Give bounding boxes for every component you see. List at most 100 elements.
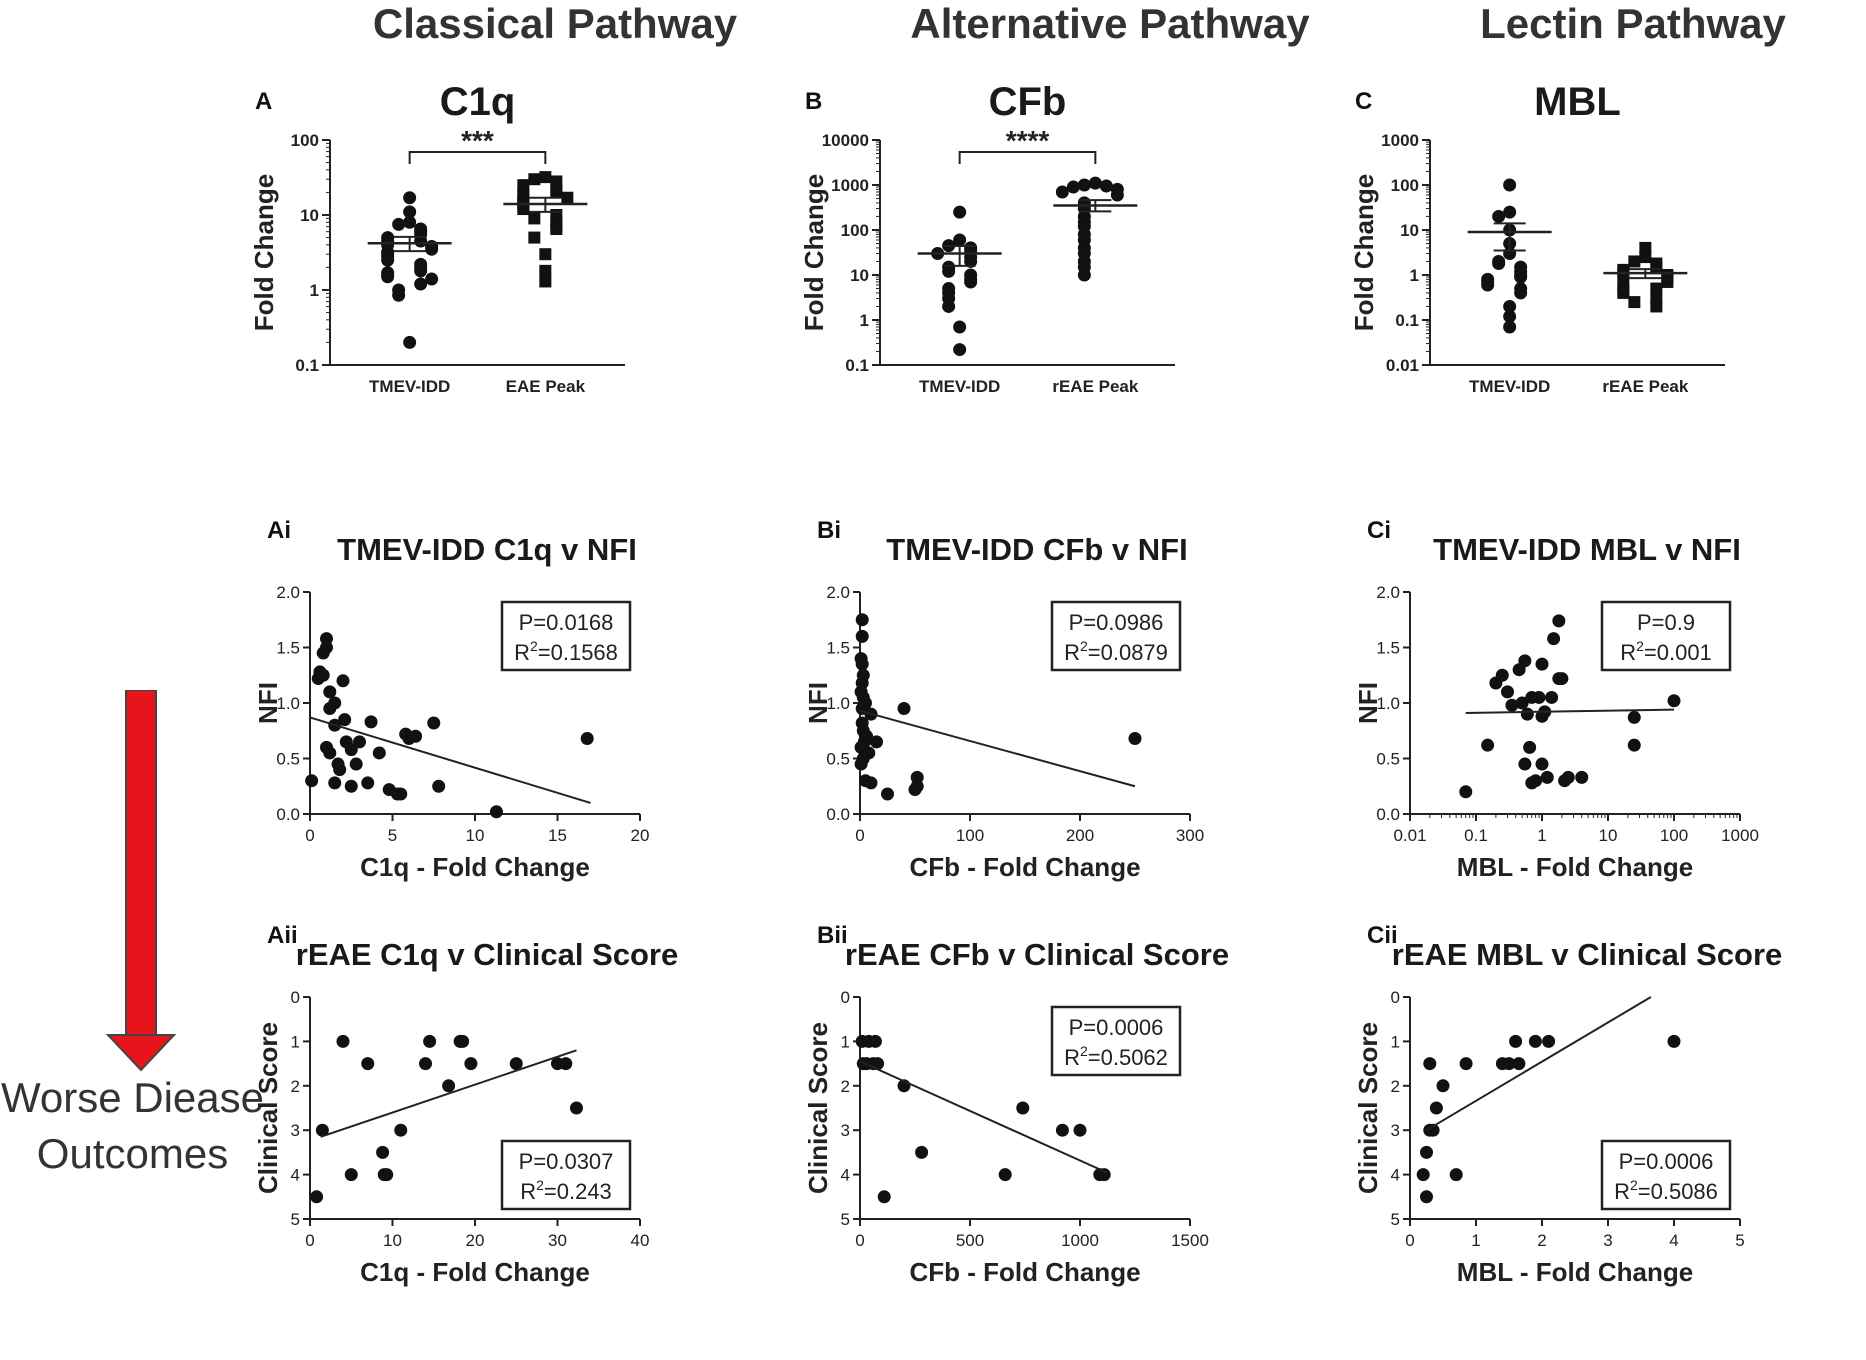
- r-squared-superscript: 2: [1636, 638, 1644, 654]
- data-point: [910, 770, 924, 784]
- x-tick-label: 100: [1660, 826, 1688, 845]
- x-tick-label: 10: [466, 826, 485, 845]
- x-tick-label: 100: [956, 826, 984, 845]
- data-point: [877, 1190, 891, 1204]
- y-tick-label: 1000: [831, 176, 869, 195]
- data-point-square: [561, 191, 574, 204]
- data-point: [394, 1123, 408, 1137]
- x-tick-label: 1000: [1721, 826, 1759, 845]
- chart-bi-scatter: Bi TMEV-IDD CFb v NFI 0.0 0.5 1.0 1.5 2.0 0 100 2…: [803, 517, 1204, 882]
- panel-title: rEAE CFb v Clinical Score: [845, 937, 1229, 972]
- y-tick-label: 2: [291, 1077, 300, 1096]
- r-squared-value: =0.1568: [538, 640, 618, 665]
- data-point: [1627, 710, 1641, 724]
- data-point-square: [1650, 282, 1663, 295]
- p-value: P=0.9: [1637, 610, 1695, 635]
- x-tick-label: 15: [548, 826, 567, 845]
- y-tick-label: 1000: [1381, 131, 1419, 150]
- panel-a-c1q: A C1q 0.1 1 10 100 Fold Change TMEV-IDD EAE Peak…: [249, 80, 725, 485]
- data-point: [942, 264, 956, 278]
- data-point: [855, 657, 869, 671]
- data-point: [1420, 1145, 1433, 1159]
- data-point: [1518, 757, 1532, 771]
- data-point: [414, 264, 428, 278]
- data-point-square: [550, 223, 563, 236]
- data-point: [855, 629, 869, 643]
- data-point: [333, 763, 347, 777]
- chart-a-c1q-dot-plot: A C1q 0.1 1 10 100 Fold Change TMEV-IDD EAE Peak…: [249, 80, 625, 396]
- data-point: [915, 1145, 929, 1159]
- data-point: [1514, 270, 1528, 284]
- data-point: [559, 1057, 573, 1071]
- y-tick-label: 1: [1410, 266, 1419, 285]
- panel-label: Ci: [1367, 517, 1391, 544]
- x-tick-label: 20: [466, 1231, 485, 1250]
- x-tick-label: 200: [1066, 826, 1094, 845]
- data-point: [1547, 632, 1561, 646]
- data-point: [1077, 178, 1091, 192]
- y-tick-label: 0.5: [1376, 750, 1400, 769]
- y-tick-label: 10: [300, 206, 319, 225]
- data-point: [381, 253, 395, 267]
- y-tick-label: 5: [841, 1210, 850, 1229]
- r-squared-prefix: R: [520, 1179, 536, 1204]
- data-point: [1436, 1079, 1450, 1093]
- panel-title: TMEV-IDD MBL v NFI: [1433, 532, 1741, 567]
- y-tick-label: 1: [841, 1032, 850, 1051]
- r-squared-prefix: R: [1614, 1179, 1630, 1204]
- y-tick-label: 0.0: [1376, 805, 1400, 824]
- x-category-label: TMEV-IDD: [1469, 377, 1550, 396]
- outcome-line-1: Worse Diease: [1, 1074, 264, 1121]
- data-point: [1528, 1034, 1542, 1048]
- data-point: [344, 779, 358, 793]
- panel-ai-c1q-nfi: Ai TMEV-IDD C1q v NFI 0.0 0.5 1.0 1.5 2.0 0 5 10 1…: [253, 517, 795, 930]
- data-point: [1503, 309, 1517, 323]
- x-category-label: TMEV-IDD: [369, 377, 450, 396]
- data-point: [344, 743, 358, 757]
- data-point: [403, 335, 417, 349]
- data-point: [1426, 1123, 1440, 1137]
- stats-box: [1600, 1139, 1732, 1211]
- y-tick-label: 0.1: [295, 356, 319, 375]
- y-tick-label: 0.5: [826, 750, 850, 769]
- data-point: [305, 774, 319, 788]
- data-point: [1420, 1190, 1433, 1204]
- data-point: [427, 716, 441, 730]
- y-tick-label: 0: [291, 988, 300, 1007]
- y-tick-label: 0.01: [1386, 356, 1419, 375]
- data-point: [392, 217, 406, 231]
- data-point: [423, 1034, 437, 1048]
- y-tick-label: 100: [291, 131, 319, 150]
- r-squared-value: =0.001: [1644, 640, 1712, 665]
- data-point: [953, 320, 967, 334]
- data-point: [1505, 698, 1519, 712]
- data-point: [1088, 176, 1102, 190]
- y-tick-label: 2: [1391, 1077, 1400, 1096]
- x-tick-label: 0: [855, 1231, 864, 1250]
- panel-b-cfb: B CFb 0.1 1 10 100 1000 10000 Fold Change TMEV-ID…: [799, 80, 1275, 485]
- x-tick-label: 300: [1176, 826, 1204, 845]
- y-axis-label: Clinical Score: [253, 1022, 283, 1194]
- significance-bracket: [958, 151, 1097, 164]
- data-point: [942, 299, 956, 313]
- data-point: [897, 702, 911, 716]
- data-point: [1459, 1057, 1473, 1071]
- regression-line: [859, 1060, 1107, 1174]
- data-point: [1097, 1168, 1111, 1182]
- data-point: [1545, 690, 1559, 704]
- data-point: [953, 233, 967, 247]
- data-point: [870, 735, 883, 749]
- r-squared-value: =0.5062: [1088, 1045, 1168, 1070]
- data-point: [323, 746, 337, 760]
- y-tick-label: 0.1: [1395, 311, 1419, 330]
- p-value: P=0.0006: [1619, 1149, 1714, 1174]
- regression-line: [320, 1049, 577, 1138]
- data-point: [353, 735, 366, 749]
- y-axis-label: Clinical Score: [803, 1022, 833, 1194]
- data-point: [1540, 770, 1554, 784]
- panel-label: Bi: [817, 517, 841, 544]
- data-point-square: [539, 264, 552, 277]
- r-squared-superscript: 2: [536, 1177, 544, 1193]
- r-squared-value: =0.243: [544, 1179, 612, 1204]
